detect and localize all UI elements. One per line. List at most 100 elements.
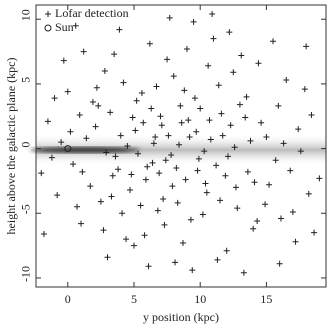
data-point [123,236,130,243]
data-point [218,110,225,117]
data-point [283,77,290,84]
data-point [51,95,58,102]
data-point [266,181,273,188]
data-point [95,102,102,109]
data-point [222,172,229,179]
data-point [74,203,81,210]
data-point [103,149,110,156]
data-point [176,141,183,148]
y-axis-label: height above the galactic plane (kpc) [4,58,18,235]
data-point [242,114,249,121]
data-point [138,89,145,96]
data-point [120,79,127,86]
data-point [100,227,107,234]
data-point [277,215,284,222]
data-point [214,256,221,263]
data-point [38,170,45,177]
data-point [177,102,184,109]
data-point [275,102,282,109]
data-point [193,128,200,135]
x-tick-label: 5 [131,292,137,306]
data-point [215,82,222,89]
data-point [297,148,304,155]
data-point [64,145,72,153]
data-point [157,113,164,120]
data-point [140,119,147,126]
data-point [194,167,201,174]
y-tick-label: 0 [19,142,33,148]
data-point [247,137,254,144]
data-point [207,136,214,143]
data-point [280,140,287,147]
data-point [107,109,114,116]
data-point [292,238,299,245]
data-point [132,127,139,134]
data-point [164,56,171,63]
data-point [236,101,243,108]
data-point [272,157,279,164]
data-point [48,154,55,161]
data-point [219,132,226,139]
data-point [230,69,237,76]
data-point [185,117,192,124]
data-point [145,263,152,270]
data-point [172,259,179,266]
data-point [160,196,167,203]
data-point [83,135,90,142]
data-point [210,35,217,42]
data-point [178,119,185,126]
x-tick-label: 0 [65,292,71,306]
data-point [199,211,206,218]
data-point [195,155,202,162]
data-point [270,38,277,45]
data-point [209,11,216,18]
data-point [240,269,247,276]
legend-label: Sun [55,20,74,34]
x-axis-label: y position (kpc) [143,310,219,324]
data-point [262,201,269,208]
data-point [305,190,312,197]
data-point [243,93,250,100]
y-tick-label: -5 [19,204,33,214]
data-point [225,153,232,160]
data-point [144,163,151,170]
data-point [117,132,124,139]
data-point [150,140,157,147]
points [38,11,323,276]
data-point [301,86,308,93]
data-point [189,267,196,274]
data-point [92,123,99,130]
data-point [303,43,310,50]
data-point [60,57,67,64]
data-point [190,18,197,25]
data-point [119,210,126,217]
data-point [101,67,108,74]
data-point [80,48,87,55]
data-point [162,157,169,164]
data-point [308,111,315,118]
data-point [227,122,234,129]
data-point [97,198,104,205]
data-point [179,240,186,247]
data-point [109,172,116,179]
data-point [127,186,134,193]
data-point [258,119,265,126]
data-point [79,168,86,175]
data-point [205,62,212,69]
data-point [231,144,238,151]
data-point [153,83,160,90]
data-point [161,221,168,228]
x-tick-label: 15 [260,292,272,306]
data-point [128,171,135,178]
data-point [156,170,163,177]
data-point [276,260,283,267]
data-point [197,105,204,112]
y-tick-label: -10 [19,266,33,282]
data-point [40,230,47,237]
legend-label: Lofar detection [55,6,129,20]
data-point [104,254,111,261]
data-point [182,176,189,183]
data-point [311,229,318,236]
